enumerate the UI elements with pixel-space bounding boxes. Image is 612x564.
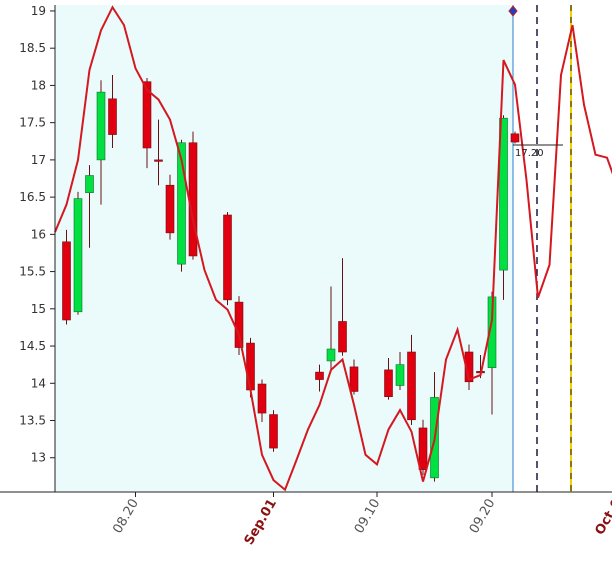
x-tick-label: Oct.0 xyxy=(592,497,612,538)
candle-body xyxy=(257,383,267,414)
candle-body xyxy=(349,366,359,392)
candle-body xyxy=(62,241,71,321)
y-tick-label: 16.5 xyxy=(19,190,46,204)
candle-body xyxy=(108,98,117,135)
candle-body xyxy=(510,133,520,143)
y-tick-label: 18 xyxy=(31,78,46,92)
y-tick-label: 13 xyxy=(31,451,46,465)
candle-body xyxy=(487,296,497,368)
candle-body xyxy=(315,371,324,380)
y-tick-label: 15 xyxy=(31,302,46,316)
y-tick-label: 16 xyxy=(31,227,46,241)
annotation-label: 17.20 xyxy=(515,148,544,159)
y-tick-label: 15.5 xyxy=(19,265,46,279)
y-tick-label: 17.5 xyxy=(19,116,46,130)
y-tick-label: 19 xyxy=(31,4,46,18)
candle-body xyxy=(338,321,347,353)
candle-body xyxy=(234,301,244,348)
candle-body xyxy=(326,348,336,362)
candle-body xyxy=(142,81,152,149)
mark-layer: 17.20 xyxy=(54,5,612,492)
cursor-marker xyxy=(508,5,518,17)
candle-body xyxy=(418,427,428,470)
candle-body xyxy=(395,364,405,386)
candle-body xyxy=(384,369,393,397)
y-tick-label: 13.5 xyxy=(19,414,46,428)
candle-body xyxy=(188,142,198,257)
x-tick-label: Sep.01 xyxy=(242,497,280,548)
candle-body xyxy=(223,214,232,301)
candle-body xyxy=(165,184,175,234)
candle-body xyxy=(499,117,508,271)
candle-body xyxy=(246,342,255,391)
candle-body xyxy=(85,175,94,193)
y-tick-label: 14 xyxy=(31,376,46,390)
y-tick-label: 18.5 xyxy=(19,41,46,55)
candle-body xyxy=(269,414,278,449)
x-tick-label: 09.10 xyxy=(352,497,384,537)
overlay-line xyxy=(54,5,612,492)
candle-body xyxy=(154,159,163,162)
candle-body xyxy=(407,351,416,421)
candle-body xyxy=(73,198,83,313)
y-tick-label: 14.5 xyxy=(19,339,46,353)
x-tick-label: 09.20 xyxy=(467,497,499,537)
candle-body xyxy=(464,351,474,383)
y-tick-label: 17 xyxy=(31,153,46,167)
x-tick-label: 08.20 xyxy=(110,497,142,537)
plot-background xyxy=(55,5,513,492)
candle-body xyxy=(96,91,106,161)
candle-body xyxy=(177,142,186,265)
